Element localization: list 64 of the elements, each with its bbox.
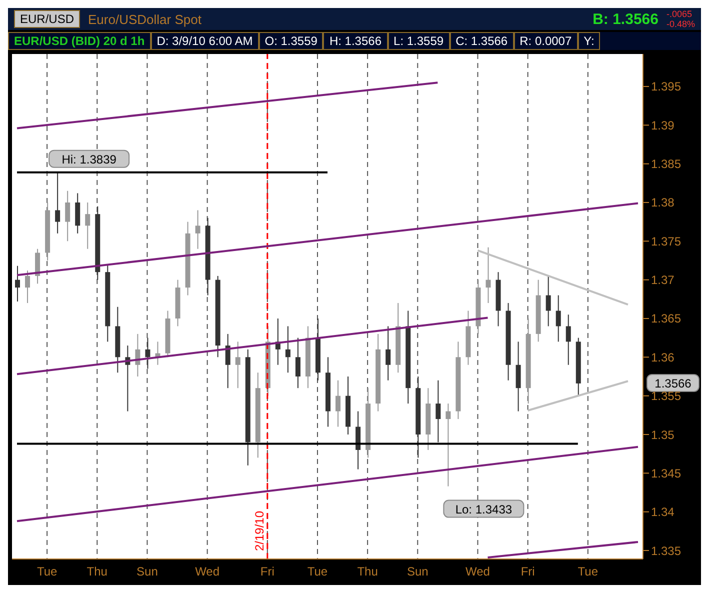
candlestick [446,403,451,487]
x-tick-label: Thu [357,564,378,579]
candlestick [546,275,551,327]
candlestick [356,410,361,470]
x-tick-label: Tue [578,564,598,579]
candlestick [235,341,240,389]
text: Euro/USDollar Spot [88,12,202,26]
y-tick-label: 1.375 [651,234,682,248]
text: H: 1.3566 [323,32,388,50]
y-tick-label: 1.365 [651,312,682,326]
y-tick-label: 1.335 [651,544,682,558]
candlestick [566,314,571,366]
text: EUR/USD [14,10,80,28]
x-tick-label: Tue [307,564,328,579]
annotation: Hi: 1.3839 [62,152,117,166]
candlestick [55,172,60,234]
candlestick [35,248,40,284]
candlestick [65,190,70,242]
text: O: 1.3559 [258,32,324,50]
candlestick [336,380,341,428]
y-tick-label: 1.355 [651,389,682,404]
x-tick-label: Tue [36,564,58,579]
x-tick-label: Fri [260,564,274,579]
text: R: 0.0007 [514,32,578,50]
candlestick [556,294,561,342]
text: -0.48% [666,19,695,29]
candlestick [25,270,30,304]
text: -.0065 [666,9,693,19]
text: 1.3566 [654,376,692,390]
ref-line-label: 2/19/10 [252,510,266,551]
text: C: 1.3566 [450,32,514,50]
y-tick-label: 1.34 [651,505,675,520]
candlestick [75,192,80,234]
candlestick [145,337,150,370]
candlestick [285,326,290,374]
annotation: Lo: 1.3433 [455,502,512,516]
y-tick-label: 1.385 [651,157,682,172]
x-tick-label: Fri [520,564,535,579]
x-tick-label: Sun [136,564,158,579]
text: B: 1.3566 [592,10,658,28]
candlestick [386,326,391,381]
x-tick-label: Wed [466,564,490,579]
candlestick [225,333,230,389]
x-tick-label: Thu [86,564,108,579]
text: L: 1.3559 [388,32,450,50]
x-tick-label: Sun [406,564,428,579]
x-tick-label: Wed [195,564,220,579]
candlestick [85,202,90,250]
candlestick [486,246,491,304]
text: Y: [578,32,600,50]
candlestick [436,380,441,443]
candlestick [195,210,200,250]
y-tick-label: 1.39 [651,118,675,132]
chart-title: EUR/USD (BID) 20 d 1h [8,32,151,50]
candlestick [516,341,521,412]
y-tick-label: 1.345 [651,466,682,480]
y-tick-label: 1.38 [651,196,675,210]
y-tick-label: 1.35 [651,428,675,442]
y-tick-label: 1.36 [651,350,675,364]
y-tick-label: 1.37 [651,273,675,288]
y-tick-label: 1.395 [651,80,682,94]
candlestick [15,265,20,302]
candlestick [295,337,300,389]
chart-subtitle: D: 3/9/10 6:00 AM [150,32,259,50]
